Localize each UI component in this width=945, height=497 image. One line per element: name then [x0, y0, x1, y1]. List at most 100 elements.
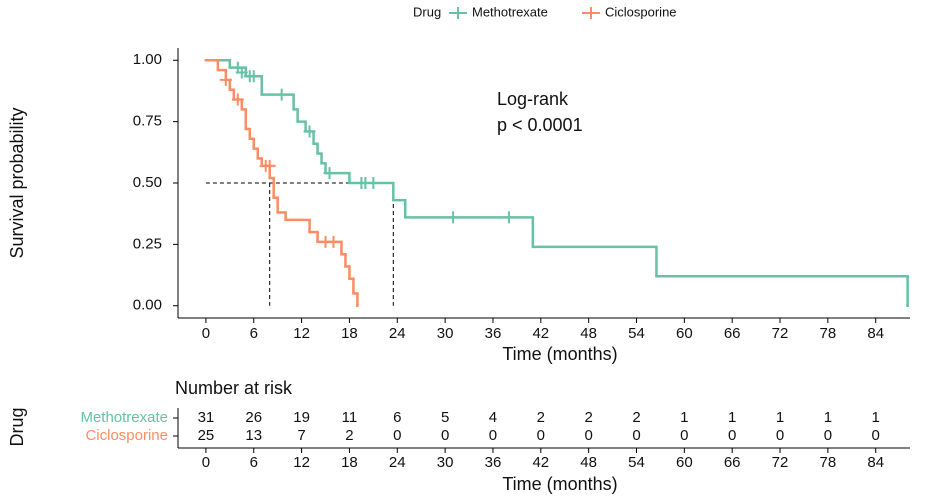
risk-count: 1 [776, 409, 784, 426]
x-tick-label: 66 [724, 325, 741, 342]
risk-x-tick-label: 24 [389, 454, 406, 471]
risk-count: 0 [441, 427, 449, 444]
y-tick-label: 0.00 [133, 297, 162, 314]
y-tick-label: 1.00 [133, 51, 162, 68]
risk-count: 2 [632, 409, 640, 426]
risk-count: 25 [198, 427, 215, 444]
censor-mark [231, 93, 244, 106]
risk-count: 31 [198, 409, 215, 426]
risk-x-tick-label: 0 [202, 454, 210, 471]
censor-mark [502, 211, 515, 224]
x-tick-label: 78 [820, 325, 837, 342]
risk-x-tick-label: 30 [437, 454, 454, 471]
risk-x-tick-label: 60 [676, 454, 693, 471]
risk-count: 0 [537, 427, 545, 444]
risk-count: 0 [728, 427, 736, 444]
risk-count: 11 [342, 409, 358, 426]
censor-mark [247, 70, 260, 83]
censor-mark [219, 73, 232, 86]
censor-mark-symbol [303, 125, 316, 138]
risk-count: 13 [245, 427, 262, 444]
x-tick-label: 18 [341, 325, 358, 342]
risk-y-title: Drug [7, 407, 27, 446]
risk-count: 1 [680, 409, 688, 426]
risk-count: 7 [297, 427, 305, 444]
x-tick-label: 12 [293, 325, 310, 342]
risk-count: 1 [824, 409, 832, 426]
risk-x-tick-label: 18 [341, 454, 358, 471]
censor-mark-symbol [247, 70, 260, 83]
x-tick-label: 84 [867, 325, 884, 342]
risk-count: 0 [393, 427, 401, 444]
y-tick-label: 0.75 [133, 113, 162, 130]
censor-mark [327, 235, 340, 248]
risk-x-tick-label: 84 [867, 454, 884, 471]
risk-count: 0 [776, 427, 784, 444]
x-tick-label: 54 [628, 325, 645, 342]
censor-mark-symbol [367, 177, 380, 189]
x-tick-label: 36 [485, 325, 502, 342]
risk-count: 1 [872, 409, 880, 426]
x-tick-label: 60 [676, 325, 693, 342]
censor-mark [323, 167, 336, 180]
legend-title: Drug [413, 4, 441, 19]
censor-mark [447, 211, 460, 224]
risk-count: 26 [245, 409, 262, 426]
risk-x-tick-label: 42 [532, 454, 549, 471]
y-tick-label: 0.25 [133, 235, 162, 252]
y-tick-label: 0.50 [133, 174, 162, 191]
risk-count: 2 [345, 427, 353, 444]
risk-x-title: Time (months) [502, 474, 617, 494]
legend-label: Methotrexate [472, 4, 548, 19]
censor-mark [275, 88, 288, 101]
censor-mark-symbol [323, 167, 336, 180]
censor-mark-symbol [327, 235, 340, 248]
risk-count: 0 [824, 427, 832, 444]
risk-row-label: Ciclosporine [85, 427, 168, 444]
annotation: Log-rank [497, 89, 569, 109]
x-tick-label: 24 [389, 325, 406, 342]
x-tick-label: 48 [580, 325, 597, 342]
risk-count: 6 [393, 409, 401, 426]
censor-mark-symbol [275, 88, 288, 101]
censor-mark-symbol [447, 211, 460, 224]
risk-count: 5 [441, 409, 449, 426]
risk-x-tick-label: 48 [580, 454, 597, 471]
x-tick-label: 6 [250, 325, 258, 342]
risk-count: 4 [489, 409, 497, 426]
censor-mark [235, 66, 248, 79]
risk-count: 19 [293, 409, 310, 426]
risk-x-tick-label: 54 [628, 454, 645, 471]
x-tick-label: 30 [437, 325, 454, 342]
censor-mark-symbol [231, 93, 244, 106]
risk-x-tick-label: 6 [250, 454, 258, 471]
risk-x-tick-label: 78 [820, 454, 837, 471]
risk-count: 2 [537, 409, 545, 426]
risk-x-tick-label: 66 [724, 454, 741, 471]
risk-x-tick-label: 36 [485, 454, 502, 471]
y-axis-title: Survival probability [7, 107, 27, 258]
censor-mark [303, 125, 316, 138]
risk-x-tick-label: 72 [772, 454, 789, 471]
x-axis-title: Time (months) [502, 344, 617, 364]
risk-row-label: Methotrexate [80, 409, 168, 426]
legend-label: Ciclosporine [605, 4, 677, 19]
risk-count: 0 [489, 427, 497, 444]
risk-x-tick-label: 12 [293, 454, 310, 471]
risk-count: 0 [584, 427, 592, 444]
risk-count: 0 [680, 427, 688, 444]
x-tick-label: 72 [772, 325, 789, 342]
risk-count: 2 [584, 409, 592, 426]
censor-mark [367, 177, 380, 189]
x-tick-label: 0 [202, 325, 210, 342]
risk-count: 0 [632, 427, 640, 444]
risk-count: 0 [872, 427, 880, 444]
censor-mark-symbol [235, 66, 248, 79]
x-tick-label: 42 [532, 325, 549, 342]
censor-mark [263, 159, 276, 172]
censor-mark-symbol [502, 211, 515, 224]
censor-mark-symbol [263, 159, 276, 172]
risk-title: Number at risk [175, 378, 293, 398]
